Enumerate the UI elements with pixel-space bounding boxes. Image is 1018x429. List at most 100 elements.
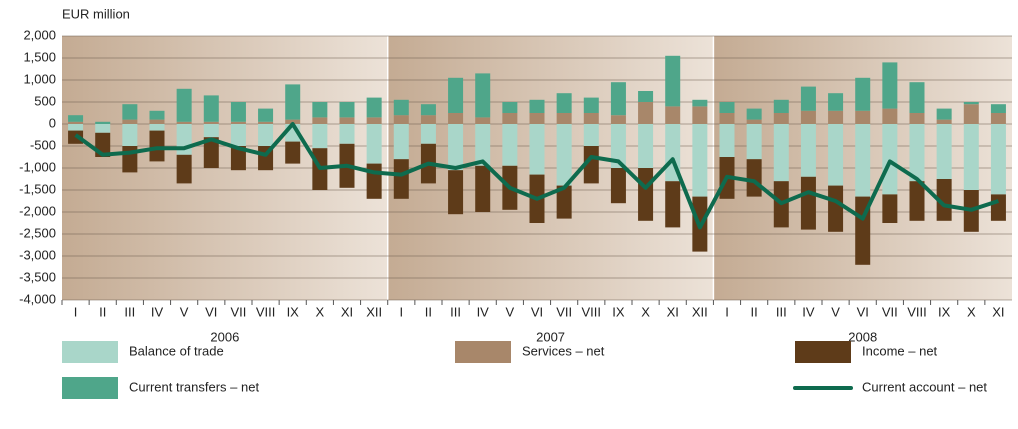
bar-segment bbox=[719, 113, 735, 124]
x-tick-label: VIII bbox=[256, 304, 276, 319]
bar-segment bbox=[529, 113, 545, 124]
bar-segment bbox=[556, 113, 572, 124]
bar-segment bbox=[122, 119, 138, 124]
bar-segment bbox=[475, 117, 491, 124]
bar-segment bbox=[475, 165, 491, 212]
bar-segment bbox=[448, 77, 464, 113]
bar-segment bbox=[176, 121, 192, 124]
legend-swatch bbox=[62, 377, 118, 399]
x-tick-label: II bbox=[751, 304, 758, 319]
bar-segment bbox=[828, 93, 844, 111]
x-group-label: 2007 bbox=[536, 329, 565, 344]
bar-segment bbox=[203, 121, 219, 124]
bar-segment bbox=[719, 102, 735, 113]
x-tick-label: V bbox=[180, 304, 189, 319]
x-tick-label: XI bbox=[667, 304, 679, 319]
x-tick-label: II bbox=[99, 304, 106, 319]
legend-swatch bbox=[795, 341, 851, 363]
bar-segment bbox=[638, 102, 654, 124]
y-tick-label: -1,500 bbox=[19, 181, 56, 196]
x-tick-label: IX bbox=[938, 304, 951, 319]
bar-segment bbox=[285, 141, 301, 164]
bar-segment bbox=[746, 159, 762, 197]
y-tick-label: -2,000 bbox=[19, 203, 56, 218]
bar-segment bbox=[828, 110, 844, 124]
bar-segment bbox=[149, 110, 165, 120]
x-tick-label: III bbox=[124, 304, 135, 319]
bar-segment bbox=[95, 124, 111, 133]
bar-segment bbox=[258, 124, 274, 146]
bar-segment bbox=[230, 121, 246, 124]
x-tick-label: IV bbox=[802, 304, 815, 319]
bar-segment bbox=[475, 73, 491, 118]
bar-segment bbox=[583, 113, 599, 124]
bar-segment bbox=[746, 119, 762, 124]
bar-segment bbox=[339, 124, 355, 144]
bar-segment bbox=[95, 121, 111, 124]
bar-segment bbox=[936, 119, 952, 124]
bar-segment bbox=[583, 124, 599, 146]
bar-segment bbox=[230, 146, 246, 171]
bar-segment bbox=[800, 176, 816, 230]
bar-segment bbox=[610, 82, 626, 116]
bar-segment bbox=[68, 124, 84, 131]
bar-segment bbox=[448, 170, 464, 215]
bar-segment bbox=[149, 124, 165, 131]
bar-segment bbox=[448, 113, 464, 124]
x-tick-label: VI bbox=[205, 304, 217, 319]
x-tick-label: I bbox=[725, 304, 729, 319]
x-tick-label: X bbox=[967, 304, 976, 319]
bar-segment bbox=[258, 121, 274, 124]
bar-segment bbox=[936, 179, 952, 221]
bar-segment bbox=[665, 55, 681, 107]
bar-segment bbox=[963, 104, 979, 124]
bar-segment bbox=[990, 124, 1006, 195]
bar-segment bbox=[610, 124, 626, 168]
bar-segment bbox=[502, 102, 518, 113]
legend-swatch bbox=[62, 341, 118, 363]
bar-segment bbox=[285, 84, 301, 120]
bar-segment bbox=[828, 185, 844, 232]
bar-segment bbox=[855, 77, 871, 111]
x-tick-label: I bbox=[74, 304, 78, 319]
y-axis-label: EUR million bbox=[62, 6, 130, 21]
legend-label: Services – net bbox=[522, 343, 605, 358]
bar-segment bbox=[990, 113, 1006, 124]
x-tick-label: VII bbox=[882, 304, 898, 319]
bar-segment bbox=[746, 108, 762, 120]
bar-segment bbox=[800, 124, 816, 177]
x-tick-label: V bbox=[506, 304, 515, 319]
bar-segment bbox=[393, 124, 409, 160]
x-tick-label: X bbox=[316, 304, 325, 319]
bar-segment bbox=[909, 82, 925, 113]
y-tick-label: 1,500 bbox=[23, 49, 56, 64]
legend-swatch bbox=[455, 341, 511, 363]
x-tick-label: VIII bbox=[907, 304, 927, 319]
bar-segment bbox=[665, 181, 681, 228]
bar-segment bbox=[203, 124, 219, 138]
bar-segment bbox=[800, 110, 816, 124]
bar-segment bbox=[366, 124, 382, 164]
bar-segment bbox=[502, 124, 518, 166]
bar-segment bbox=[773, 124, 789, 182]
bar-segment bbox=[448, 124, 464, 171]
bar-segment bbox=[665, 106, 681, 124]
bar-segment bbox=[719, 124, 735, 157]
bar-segment bbox=[800, 86, 816, 111]
bar-segment bbox=[366, 117, 382, 124]
x-tick-label: VI bbox=[531, 304, 543, 319]
bar-segment bbox=[393, 159, 409, 199]
y-tick-label: -2,500 bbox=[19, 225, 56, 240]
bar-segment bbox=[936, 108, 952, 120]
legend-label: Current transfers – net bbox=[129, 379, 259, 394]
y-tick-label: -3,500 bbox=[19, 269, 56, 284]
x-tick-label: IX bbox=[612, 304, 625, 319]
x-tick-label: XI bbox=[992, 304, 1004, 319]
bar-segment bbox=[773, 99, 789, 113]
bar-segment bbox=[203, 95, 219, 122]
bar-segment bbox=[556, 93, 572, 113]
x-group-label: 2008 bbox=[848, 329, 877, 344]
bar-segment bbox=[936, 124, 952, 179]
